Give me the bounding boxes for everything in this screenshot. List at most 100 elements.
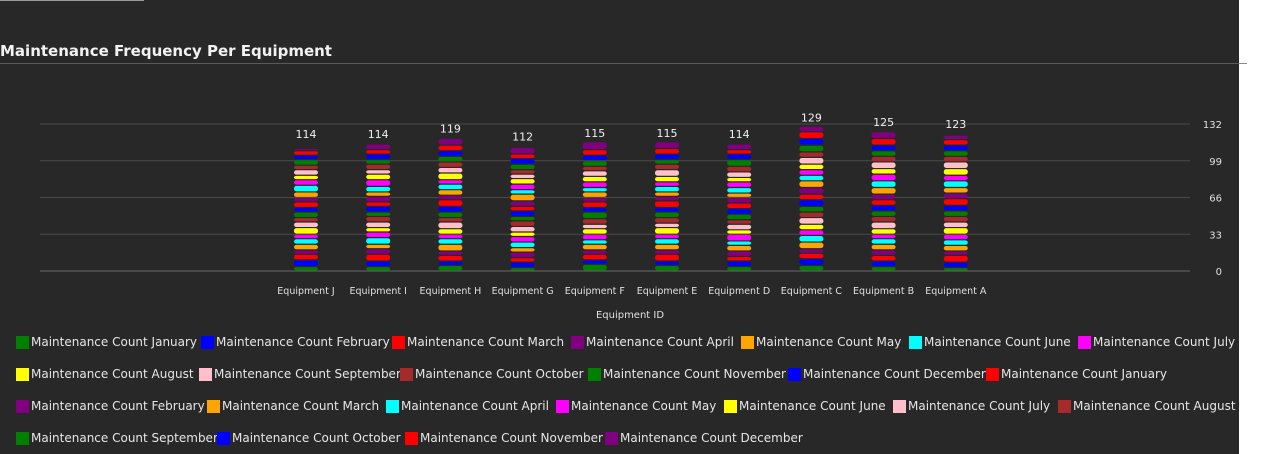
legend-swatch: [386, 399, 399, 413]
bar-segment: [510, 258, 535, 262]
bar-segment: [438, 261, 463, 265]
bar-segment: [294, 160, 318, 165]
legend-item[interactable]: Maintenance Count October: [400, 366, 584, 382]
bar-segment: [799, 242, 824, 249]
bar-segment: [799, 126, 824, 132]
bar-segment: [799, 207, 824, 212]
x-tick-label: Equipment J: [277, 286, 334, 297]
legend-item[interactable]: Maintenance Count December: [605, 430, 803, 446]
bar-segment: [510, 221, 535, 226]
x-tick-label: Equipment B: [853, 286, 914, 297]
legend-item[interactable]: Maintenance Count August: [16, 366, 194, 382]
legend-swatch: [724, 399, 737, 413]
bar-segment: [655, 196, 679, 201]
bar-segment: [438, 207, 463, 212]
bar-segment: [799, 145, 824, 152]
x-tick-label: Equipment D: [708, 286, 770, 297]
bar-segment: [366, 160, 391, 164]
legend-swatch: [16, 431, 29, 445]
legend-item[interactable]: Maintenance Count September: [199, 366, 401, 382]
bar-segment: [799, 249, 824, 253]
bar-segment: [727, 220, 752, 224]
legend-item[interactable]: Maintenance Count May: [556, 398, 716, 414]
legend-item[interactable]: Maintenance Count April: [386, 398, 549, 414]
bar-segment: [294, 198, 318, 202]
bar-segment: [438, 200, 463, 206]
x-tick-label: Equipment E: [637, 286, 698, 297]
legend-swatch: [986, 367, 999, 381]
legend-item[interactable]: Maintenance Count February: [16, 398, 205, 414]
bar-segment: [294, 155, 318, 160]
bar-segment: [655, 266, 679, 271]
bar-segment: [727, 193, 752, 197]
bar-segment: [727, 178, 752, 182]
legend-item[interactable]: Maintenance Count February: [201, 334, 390, 350]
bar-segment: [655, 234, 679, 239]
bar-segment: [438, 180, 463, 184]
bar-segment: [510, 174, 535, 178]
bar-segment: [438, 218, 463, 222]
legend-swatch: [571, 335, 584, 349]
bar-segment: [438, 156, 463, 162]
legend-item[interactable]: Maintenance Count September: [16, 430, 218, 446]
bar-total-label: 114: [296, 128, 317, 141]
bar-segment: [871, 169, 896, 174]
legend-swatch: [1058, 399, 1071, 413]
legend-item[interactable]: Maintenance Count October: [217, 430, 401, 446]
bar-total-label: 125: [873, 116, 894, 129]
legend-item[interactable]: Maintenance Count July: [893, 398, 1050, 414]
legend-item[interactable]: Maintenance Count April: [571, 334, 734, 350]
bar-segment: [727, 224, 752, 230]
bar-segment: [366, 217, 391, 222]
bar-segment: [438, 151, 463, 156]
bar-segment: [943, 251, 968, 255]
legend-swatch: [605, 431, 618, 445]
bar-segment: [655, 149, 679, 154]
bar-segment: [727, 230, 752, 234]
bar-segment: [438, 168, 463, 173]
bar-segment: [510, 227, 535, 232]
bar-segment: [727, 160, 752, 166]
bar-segment: [366, 222, 391, 227]
bar-segment: [655, 228, 679, 234]
legend-item[interactable]: Maintenance Count July: [1078, 334, 1235, 350]
bar-segment: [510, 159, 535, 164]
legend-item[interactable]: Maintenance Count June: [909, 334, 1071, 350]
bar-segment: [943, 217, 968, 222]
legend-item[interactable]: Maintenance Count March: [207, 398, 379, 414]
bar-total-label: 123: [945, 118, 966, 131]
bar-segment: [655, 201, 679, 207]
legend-label: Maintenance Count December: [803, 367, 986, 381]
bar-segment: [943, 240, 968, 245]
legend-item[interactable]: Maintenance Count November: [405, 430, 603, 446]
bar-segment: [655, 208, 679, 212]
bar-segment: [438, 239, 463, 244]
bar-segment: [871, 244, 896, 250]
bar-segment: [799, 170, 824, 175]
bar-segment: [871, 151, 896, 156]
legend-item[interactable]: Maintenance Count May: [741, 334, 901, 350]
bar-segment: [366, 254, 391, 261]
legend-swatch: [556, 399, 569, 413]
legend-swatch: [588, 367, 601, 381]
legend-item[interactable]: Maintenance Count June: [724, 398, 886, 414]
bar-segment: [655, 261, 679, 265]
bar-segment: [582, 254, 607, 260]
legend-item[interactable]: Maintenance Count August: [1058, 398, 1236, 414]
legend-swatch: [16, 399, 29, 413]
bar-segment: [727, 198, 752, 203]
legend-item[interactable]: Maintenance Count November: [588, 366, 786, 382]
legend-item[interactable]: Maintenance Count January: [986, 366, 1167, 382]
legend-item[interactable]: Maintenance Count December: [788, 366, 986, 382]
legend-swatch: [1078, 335, 1091, 349]
bar-segment: [366, 267, 391, 271]
legend-item[interactable]: Maintenance Count March: [392, 334, 564, 350]
bar-segment: [294, 218, 318, 222]
bar-segment: [510, 248, 535, 252]
bar-segment: [582, 150, 607, 155]
bar-segment: [582, 212, 607, 219]
bar-segment: [943, 135, 968, 139]
x-tick-label: Equipment F: [565, 286, 625, 297]
bar-segment: [366, 150, 391, 154]
legend-item[interactable]: Maintenance Count January: [16, 334, 197, 350]
